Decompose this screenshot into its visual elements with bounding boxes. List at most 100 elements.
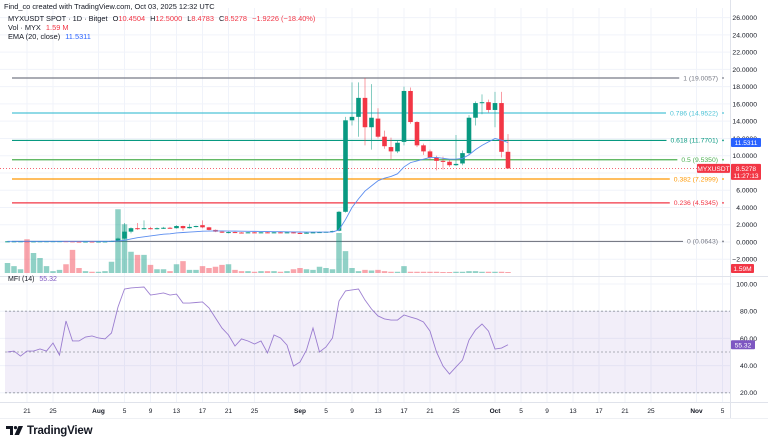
mfi-axis[interactable]: 100.00 80.00 60.00 40.00 20.00 <box>736 281 757 397</box>
time-axis[interactable]: 21 25 Aug 5 9 13 17 21 25 Sep 5 9 13 17 21 25 Oct 5 9 13 17 2… <box>23 408 724 415</box>
candle[interactable] <box>148 226 153 230</box>
candle[interactable] <box>375 108 381 139</box>
candle-body <box>265 232 270 234</box>
price-axis-label: 4.0000 <box>736 205 757 212</box>
mfi-polyline[interactable] <box>7 286 509 375</box>
mfi-label: MFI (14) <box>8 276 35 283</box>
candle-body <box>83 241 88 243</box>
candle[interactable] <box>167 226 173 229</box>
axes[interactable]: 26.0000 24.0000 22.0000 20.0000 18.0000 16.00… <box>23 15 757 415</box>
candle[interactable] <box>206 226 212 231</box>
candle[interactable] <box>388 137 394 160</box>
candle[interactable] <box>297 232 303 234</box>
candle[interactable] <box>304 232 309 234</box>
ema-line[interactable] <box>7 137 509 242</box>
close-value: 8.5278 <box>224 14 247 23</box>
fib-handle-icon[interactable] <box>722 139 724 142</box>
candle[interactable] <box>382 130 387 149</box>
candle[interactable] <box>466 115 472 155</box>
volume-bar <box>446 272 453 273</box>
price-axis-label: −2.0000 <box>732 257 757 264</box>
volume-bar <box>472 271 479 273</box>
candle-body <box>473 103 478 118</box>
candle[interactable] <box>174 225 179 229</box>
candle[interactable] <box>414 121 420 148</box>
candle[interactable] <box>278 232 283 234</box>
mfi-axis-label: 40.00 <box>740 363 757 370</box>
mfi-line[interactable] <box>7 286 509 375</box>
symbol-legend[interactable]: MYXUSDT SPOT · 1D · Bitget O10.4504 H12.… <box>8 14 315 23</box>
high-label: H <box>150 14 156 23</box>
candle[interactable] <box>122 223 127 240</box>
ema-legend[interactable]: EMA (20, close) 11.5311 <box>8 32 91 41</box>
fib-handle-icon[interactable] <box>722 240 724 243</box>
candlestick-series[interactable] <box>5 78 511 243</box>
candle[interactable] <box>362 78 368 146</box>
volume-legend[interactable]: Vol · MYX 1.59 M <box>8 23 69 32</box>
fib-handle-icon[interactable] <box>722 112 724 114</box>
candle[interactable] <box>427 149 433 161</box>
price-axis-label: 24.0000 <box>732 32 757 39</box>
fibonacci-retracement[interactable]: 1 (19.0057) 0.786 (14.9522) 0.618 (11.7701… <box>0 75 730 246</box>
candle[interactable] <box>200 220 205 229</box>
volume-bar <box>82 271 89 273</box>
volume-bar <box>17 269 24 273</box>
candle[interactable] <box>245 232 251 234</box>
candle[interactable] <box>219 231 225 233</box>
tradingview-logo[interactable]: TradingView <box>6 425 93 437</box>
candle[interactable] <box>271 232 277 234</box>
volume-bar <box>225 264 232 273</box>
candle[interactable] <box>161 226 166 230</box>
candle[interactable] <box>180 225 186 231</box>
candle[interactable] <box>395 140 400 154</box>
volume-bar <box>76 268 82 273</box>
candle[interactable] <box>265 232 270 234</box>
fib-handle-icon[interactable] <box>722 178 724 180</box>
symbol-title[interactable]: MYXUSDT SPOT · 1D · Bitget <box>8 14 108 23</box>
candle[interactable] <box>252 232 257 234</box>
candle-body <box>492 103 498 110</box>
candle[interactable] <box>453 134 459 167</box>
candle[interactable] <box>154 227 160 230</box>
candle[interactable] <box>434 155 439 171</box>
price-axis-label: 18.0000 <box>732 84 757 91</box>
volume-bar <box>290 269 297 273</box>
candle[interactable] <box>187 223 192 229</box>
candle-body <box>421 145 426 152</box>
candle-body <box>245 232 251 234</box>
candle[interactable] <box>356 82 361 137</box>
candle[interactable] <box>226 231 231 234</box>
candle[interactable] <box>492 91 498 128</box>
candle-body <box>414 122 420 146</box>
candle[interactable] <box>128 227 134 234</box>
fib-handle-icon[interactable] <box>722 158 724 161</box>
fib-handle-icon[interactable] <box>722 77 724 79</box>
candle[interactable] <box>239 232 244 234</box>
candle[interactable] <box>135 223 140 230</box>
candle[interactable] <box>486 99 491 113</box>
candle[interactable] <box>499 91 504 158</box>
mfi-legend[interactable]: MFI (14) 55.32 <box>8 276 57 283</box>
candle-body <box>161 227 166 229</box>
candle[interactable] <box>258 232 264 234</box>
candle[interactable] <box>193 225 199 228</box>
candle[interactable] <box>479 94 485 115</box>
candle[interactable] <box>408 87 413 124</box>
candle[interactable] <box>401 86 407 146</box>
candle-body <box>206 227 212 230</box>
candle[interactable] <box>505 134 511 169</box>
candle[interactable] <box>473 101 478 126</box>
candle[interactable] <box>369 84 374 150</box>
candle[interactable] <box>421 143 426 155</box>
candle[interactable] <box>232 231 238 234</box>
candle[interactable] <box>336 210 342 232</box>
candle[interactable] <box>447 160 452 167</box>
ema-polyline[interactable] <box>7 137 509 242</box>
candle[interactable] <box>343 116 348 213</box>
candle-body <box>219 231 225 233</box>
time-axis-label: Sep <box>294 408 306 415</box>
fib-handle-icon[interactable] <box>722 201 724 204</box>
candle[interactable] <box>349 82 355 126</box>
candle[interactable] <box>141 220 147 230</box>
